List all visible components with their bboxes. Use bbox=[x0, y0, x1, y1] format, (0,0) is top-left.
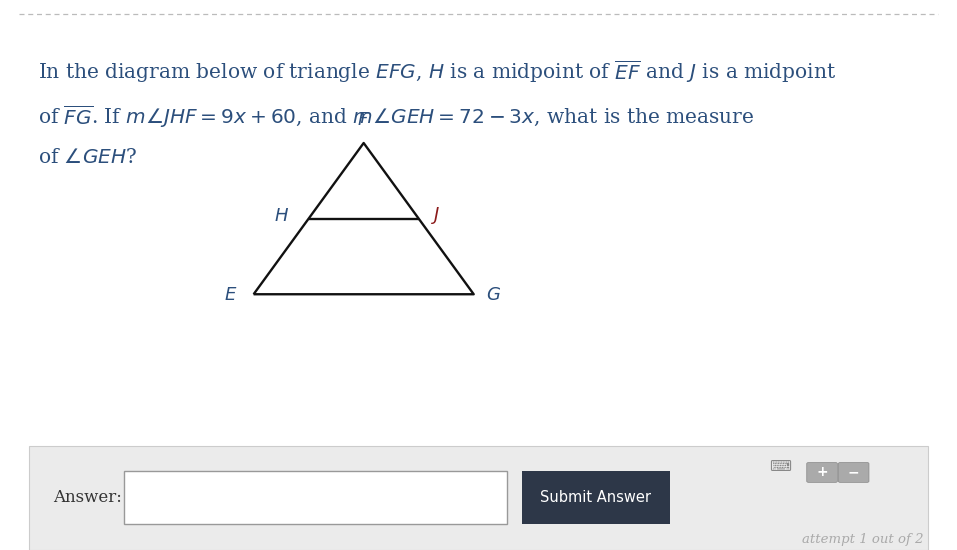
Text: $\mathit{E}$: $\mathit{E}$ bbox=[224, 287, 237, 304]
Text: ⌨: ⌨ bbox=[769, 459, 790, 474]
FancyBboxPatch shape bbox=[522, 471, 670, 524]
Text: attempt 1 out of 2: attempt 1 out of 2 bbox=[802, 532, 924, 546]
Text: $\mathit{F}$: $\mathit{F}$ bbox=[357, 111, 370, 129]
Text: In the diagram below of triangle $\mathit{EFG}$, $\mathit{H}$ is a midpoint of $: In the diagram below of triangle $\mathi… bbox=[38, 58, 836, 85]
Text: of $\overline{\mathit{FG}}$. If $m\angle \mathit{JHF} = 9x + 60$, and $m\angle \: of $\overline{\mathit{FG}}$. If $m\angle… bbox=[38, 103, 755, 130]
Text: Submit Answer: Submit Answer bbox=[541, 490, 651, 505]
FancyBboxPatch shape bbox=[838, 463, 869, 482]
FancyBboxPatch shape bbox=[807, 463, 837, 482]
FancyBboxPatch shape bbox=[29, 446, 928, 550]
FancyBboxPatch shape bbox=[124, 471, 507, 524]
Text: +: + bbox=[816, 465, 828, 480]
Text: of $\angle \mathit{GEH}$?: of $\angle \mathit{GEH}$? bbox=[38, 148, 138, 167]
Text: $\mathit{H}$: $\mathit{H}$ bbox=[274, 207, 289, 224]
Text: $\mathit{G}$: $\mathit{G}$ bbox=[486, 287, 501, 304]
Text: $\mathit{J}$: $\mathit{J}$ bbox=[431, 205, 440, 226]
Text: −: − bbox=[848, 465, 859, 480]
Text: Answer:: Answer: bbox=[53, 490, 122, 506]
